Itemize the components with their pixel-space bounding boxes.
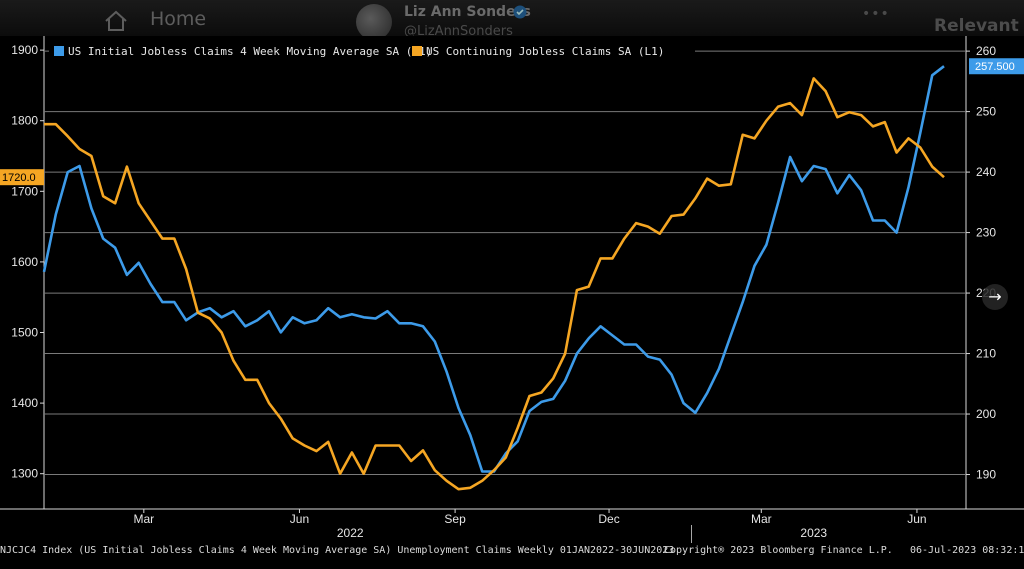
right-tick-label: 260 — [976, 44, 996, 58]
left-tick-label: 1500 — [11, 326, 38, 340]
year-label: 2022 — [337, 526, 364, 540]
footer-timestamp: 06-Jul-2023 08:32:16 — [910, 545, 1024, 556]
right-value-tag-bg — [969, 58, 1024, 75]
left-tick-label: 1900 — [11, 43, 38, 57]
right-tick-label: 210 — [976, 347, 996, 361]
right-tick-label: 200 — [976, 407, 996, 421]
grid-lines — [44, 50, 966, 476]
left-tick-label: 1400 — [11, 396, 38, 410]
left-tick-label: 1300 — [11, 467, 38, 481]
series-line-continuing-claims — [44, 77, 945, 491]
legend-label-continuing-claims: US Continuing Jobless Claims SA (L1) — [426, 45, 664, 58]
left-tick-label: 1600 — [11, 255, 38, 269]
legend-swatch-continuing-claims — [412, 46, 422, 56]
right-tick-label: 230 — [976, 226, 996, 240]
right-axis-ticks: 190200210220230240250260 — [966, 44, 996, 482]
home-icon[interactable] — [104, 10, 128, 32]
left-tick-label: 1700 — [11, 184, 38, 198]
x-tick-label: Sep — [444, 512, 466, 526]
footer-copyright: Copyright® 2023 Bloomberg Finance L.P. — [664, 545, 893, 556]
legend-label-initial-claims: US Initial Jobless Claims 4 Week Moving … — [68, 45, 432, 58]
right-tick-label: 240 — [976, 165, 996, 179]
legend: US Initial Jobless Claims 4 Week Moving … — [49, 42, 695, 61]
next-image-arrow-icon[interactable]: → — [982, 284, 1008, 310]
avatar[interactable] — [356, 4, 392, 36]
right-tick-label: 190 — [976, 468, 996, 482]
footer-source: NJCJC4 Index (US Initial Jobless Claims … — [0, 545, 674, 556]
x-axis-ticks: Mar Jun Sep Dec Mar Jun 2022 2023 — [133, 509, 927, 543]
right-tick-label: 250 — [976, 105, 996, 119]
x-tick-label: Mar — [751, 512, 772, 526]
left-value-tag: 1720.0 — [2, 172, 36, 184]
twitter-header: Home Liz Ann Sonders @LizAnnSonders ••• … — [0, 0, 1024, 36]
x-tick-label: Jun — [290, 512, 309, 526]
right-value-tag: 257.500 — [975, 61, 1015, 73]
x-tick-label: Jun — [907, 512, 926, 526]
series-line-initial-claims — [42, 65, 945, 473]
year-label: 2023 — [800, 526, 827, 540]
more-options-icon[interactable]: ••• — [862, 6, 890, 22]
author-handle[interactable]: @LizAnnSonders — [404, 24, 513, 36]
x-tick-label: Mar — [133, 512, 154, 526]
left-tick-label: 1800 — [11, 114, 38, 128]
left-value-tag-bg — [0, 169, 44, 186]
last-value-tags: 257.500 1720.0 — [0, 58, 1024, 186]
x-tick-label: Dec — [598, 512, 619, 526]
series-lines — [42, 65, 945, 491]
sort-relevant-label[interactable]: Relevant — [934, 16, 1019, 36]
verified-badge-icon — [513, 5, 527, 19]
legend-swatch-initial-claims — [54, 46, 64, 56]
left-axis-ticks: 1300 1400 1500 1600 1700 1800 1900 — [11, 43, 44, 481]
home-label[interactable]: Home — [150, 8, 207, 30]
author-name[interactable]: Liz Ann Sonders — [404, 4, 531, 20]
